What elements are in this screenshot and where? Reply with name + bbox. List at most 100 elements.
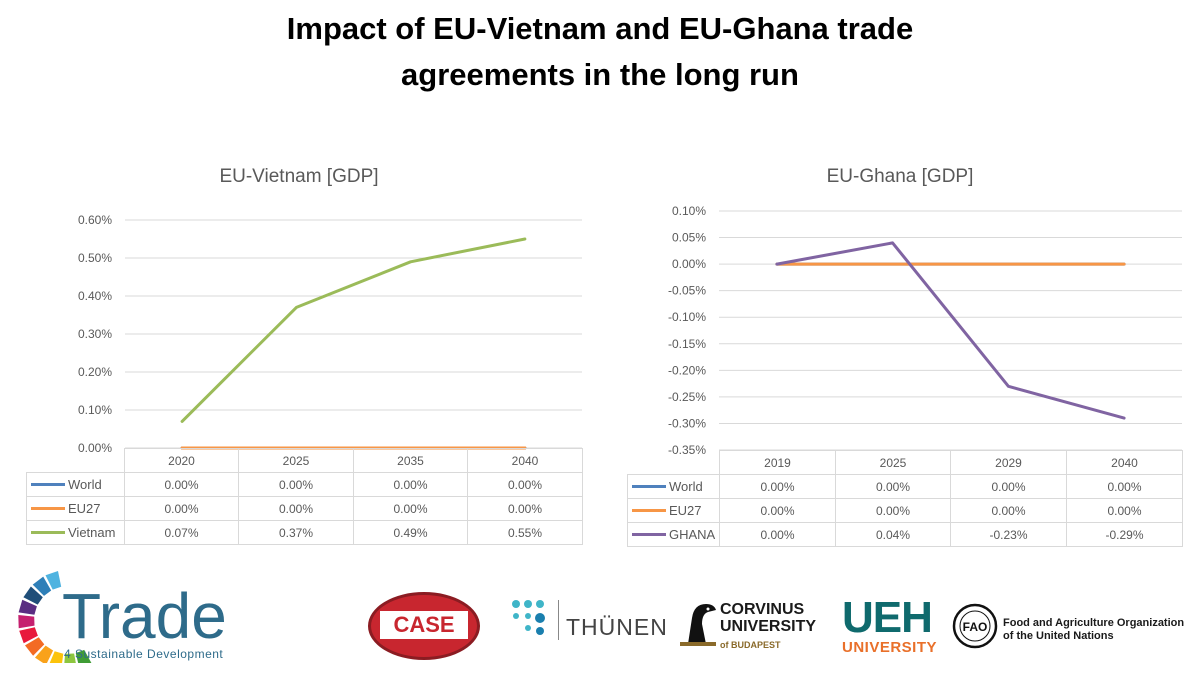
- table-header-row: 2020 2025 2035 2040: [26, 448, 583, 473]
- thunen-divider: [558, 600, 559, 640]
- data-label: 0.00%: [124, 496, 239, 521]
- data-label: 0.04%: [835, 522, 951, 547]
- corvinus-logo-subtitle: of BUDAPEST: [720, 640, 781, 650]
- case-logo-text: CASE: [380, 611, 468, 639]
- rainbow-segment: [32, 576, 52, 596]
- ueh-logo-subtitle: UNIVERSITY: [842, 639, 938, 656]
- slide-title: Impact of EU-Vietnam and EU-Ghana trade …: [0, 6, 1200, 98]
- legend-entry: World: [627, 474, 720, 499]
- title-line-1: Impact of EU-Vietnam and EU-Ghana trade: [286, 11, 914, 46]
- y-tick-label: 0.60%: [78, 213, 112, 227]
- data-label: 0.00%: [353, 472, 468, 497]
- data-label: -0.23%: [950, 522, 1067, 547]
- data-label: 0.00%: [719, 474, 836, 499]
- y-tick-label: -0.05%: [668, 284, 706, 298]
- y-tick-label: 0.50%: [78, 251, 112, 265]
- table-header-row: 2019 2025 2029 2040: [627, 450, 1183, 475]
- y-tick-label: 0.00%: [672, 257, 706, 271]
- series-line-vietnam: [180, 237, 527, 423]
- legend-entry: EU27: [627, 498, 720, 523]
- thunen-dots-icon: [512, 600, 545, 635]
- fao-logo-text: Food and Agriculture Organization of the…: [1003, 617, 1185, 642]
- y-tick-label: 0.30%: [78, 327, 112, 341]
- legend-key: [31, 483, 65, 487]
- y-tick-label: 0.10%: [78, 403, 112, 417]
- data-label: 0.00%: [835, 474, 951, 499]
- chart-title: EU-Vietnam [GDP]: [219, 166, 379, 187]
- y-tick-label: 0.05%: [672, 231, 706, 245]
- rainbow-segment: [25, 637, 45, 656]
- data-table: 2019 2025 2029 2040 World 0.00% 0.00% 0.00% 0.00…: [627, 450, 1183, 547]
- trade-logo-subtitle: 4 Sustainable Development: [64, 647, 224, 661]
- table-corner: [627, 450, 720, 475]
- y-tick-label: -0.30%: [668, 416, 706, 430]
- table-row: World 0.00% 0.00% 0.00% 0.00%: [627, 474, 1183, 499]
- table-row: EU27 0.00% 0.00% 0.00% 0.00%: [627, 498, 1183, 523]
- data-label: 0.00%: [719, 522, 836, 547]
- rainbow-segment: [18, 615, 35, 629]
- data-table: 2020 2025 2035 2040 World 0.00% 0.00% 0.00% 0.00…: [26, 448, 583, 545]
- corvinus-logo-text: CORVINUS UNIVERSITY: [720, 601, 817, 635]
- ueh-logo-text: UEH: [842, 593, 933, 642]
- rainbow-segment: [23, 586, 43, 605]
- y-tick-label: 0.20%: [78, 365, 112, 379]
- legend-label: World: [669, 479, 703, 494]
- data-label: -0.29%: [1066, 522, 1183, 547]
- trade-logo-word: Trade: [62, 580, 227, 652]
- legend-key: [632, 509, 666, 513]
- legend-label: EU27: [68, 501, 101, 516]
- rainbow-segment: [45, 571, 62, 590]
- data-label: 0.07%: [124, 520, 239, 545]
- legend-key: [632, 533, 666, 537]
- legend-label: Vietnam: [68, 525, 116, 540]
- data-label: 0.00%: [835, 498, 951, 523]
- title-line-2: agreements in the long run: [401, 57, 799, 92]
- legend-label: EU27: [669, 503, 702, 518]
- series-line-ghana: [775, 241, 1126, 420]
- y-tick-label: -0.20%: [668, 363, 706, 377]
- rainbow-segment: [49, 651, 64, 663]
- x-tick-label: 2020: [124, 448, 239, 473]
- chart-title: EU-Ghana [GDP]: [826, 166, 974, 187]
- rainbow-segment: [75, 649, 92, 663]
- data-label: 0.55%: [467, 520, 583, 545]
- thunen-logo-text: THÜNEN: [566, 614, 668, 640]
- y-tick-label: -0.25%: [668, 390, 706, 404]
- svg-text:FAO: FAO: [963, 620, 988, 634]
- table-row: GHANA 0.00% 0.04% -0.23% -0.29%: [627, 522, 1183, 547]
- legend-key: [31, 531, 65, 535]
- data-label: 0.37%: [238, 520, 354, 545]
- x-tick-label: 2025: [835, 450, 951, 475]
- table-row: EU27 0.00% 0.00% 0.00% 0.00%: [26, 496, 583, 521]
- rainbow-segment: [64, 653, 76, 663]
- data-label: 0.00%: [1066, 474, 1183, 499]
- y-tick-label: 0.10%: [672, 204, 706, 218]
- x-tick-label: 2025: [238, 448, 354, 473]
- legend-key: [31, 507, 65, 511]
- legend-entry: World: [26, 472, 125, 497]
- rainbow-segment: [19, 627, 38, 644]
- legend-label: World: [68, 477, 102, 492]
- y-tick-label: -0.10%: [668, 310, 706, 324]
- data-label: 0.00%: [950, 474, 1067, 499]
- legend-entry: GHANA: [627, 522, 720, 547]
- data-label: 0.49%: [353, 520, 468, 545]
- corvinus-raven-icon: [680, 604, 716, 646]
- rainbow-segment: [18, 599, 37, 615]
- x-tick-label: 2019: [719, 450, 836, 475]
- data-label: 0.00%: [719, 498, 836, 523]
- legend-entry: Vietnam: [26, 520, 125, 545]
- y-tick-label: 0.40%: [78, 289, 112, 303]
- legend-key: [632, 485, 666, 489]
- data-label: 0.00%: [1066, 498, 1183, 523]
- fao-emblem-icon: FAO: [952, 603, 998, 649]
- trade-rainbow-logo: [18, 571, 92, 663]
- y-tick-label: -0.15%: [668, 337, 706, 351]
- data-label: 0.00%: [950, 498, 1067, 523]
- table-row: Vietnam 0.07% 0.37% 0.49% 0.55%: [26, 520, 583, 545]
- x-tick-label: 2040: [467, 448, 583, 473]
- legend-label: GHANA: [669, 527, 716, 542]
